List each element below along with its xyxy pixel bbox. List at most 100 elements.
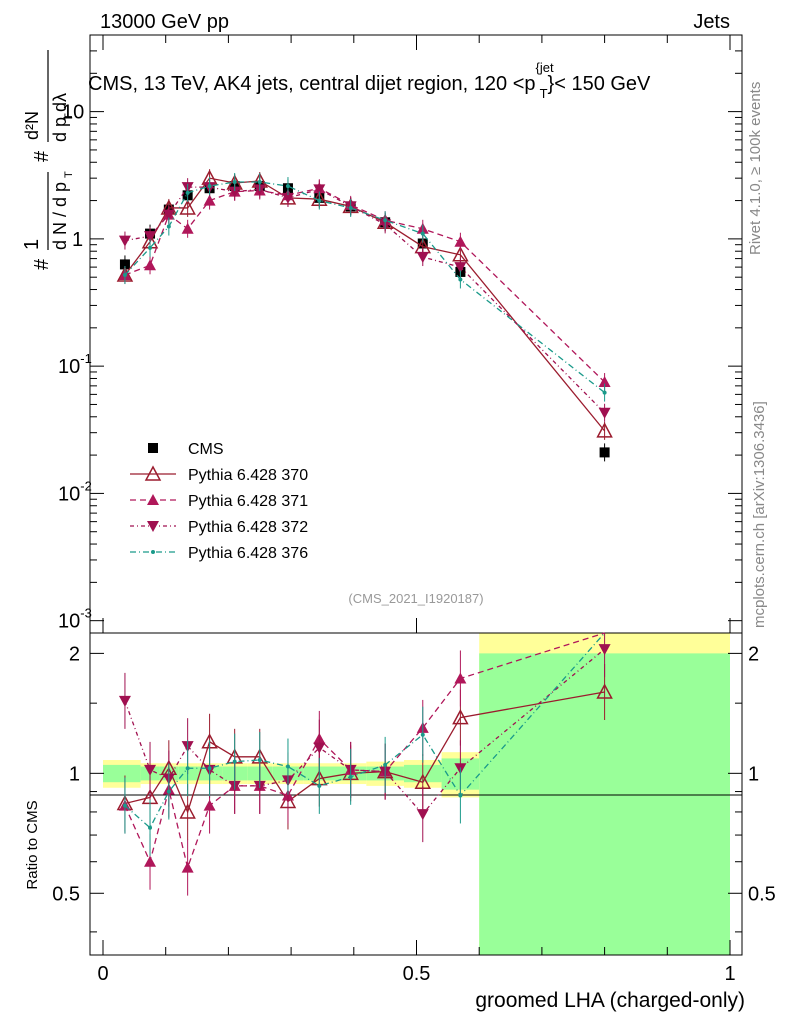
data-point-ratio	[179, 803, 196, 819]
x-tick-label: 0.5	[403, 963, 431, 985]
data-point-main	[166, 224, 171, 229]
title-main: CMS, 13 TeV, AK4 jets, central dijet reg…	[88, 73, 536, 95]
data-point-main	[420, 231, 425, 236]
plot-title: CMS, 13 TeV, AK4 jets, central dijet reg…	[88, 60, 651, 101]
data-point-main	[602, 390, 607, 395]
data-point-ratio	[313, 742, 326, 754]
series-line-ratio	[124, 632, 605, 870]
title-end: }< 150 GeV	[548, 73, 652, 95]
main-plot-frame	[89, 34, 743, 634]
legend-label: CMS	[188, 441, 224, 458]
series-0	[119, 177, 610, 462]
data-point-main	[348, 205, 353, 210]
data-point-ratio	[181, 861, 194, 873]
legend-label: Pythia 6.428 372	[188, 519, 308, 536]
axis-ticks: 10-3 10-2 10-1 1 10 0.5 0.5 1 1 2 2 0 0.5 1	[52, 34, 776, 985]
rivet-label: Rivet 4.1.0, ≥ 100k events	[747, 82, 764, 255]
uncertainty-bands	[103, 633, 730, 955]
series-line-ratio	[124, 632, 606, 829]
y-label-hash-2: #	[31, 150, 53, 162]
data-point-ratio	[596, 683, 613, 699]
data-point-ratio	[458, 793, 463, 798]
series-line-main	[124, 186, 606, 414]
data-point-ratio	[185, 766, 190, 771]
data-point-main	[207, 184, 212, 189]
legend-marker	[148, 443, 158, 453]
data-point-ratio	[166, 789, 171, 794]
main-y-tick-label: 10-3	[58, 606, 92, 633]
y-label-d2n: d²N	[22, 111, 42, 140]
data-point-main	[232, 179, 237, 184]
main-y-tick-label: 10-1	[58, 351, 92, 378]
mcplots-label: mcplots.cern.ch [arXiv:1306.3436]	[751, 401, 768, 628]
series-line-main	[124, 187, 606, 383]
y-label-sub-2: T	[63, 113, 75, 120]
data-point-ratio	[118, 695, 131, 707]
title-superscript: {jet	[536, 60, 554, 75]
data-point-main	[185, 190, 190, 195]
tick-exponent: -2	[80, 478, 92, 493]
ratio-y-tick-label-right: 2	[748, 643, 759, 665]
data-point-main	[458, 277, 463, 282]
data-point-ratio	[317, 783, 322, 788]
ratio-y-tick-label: 2	[69, 643, 80, 665]
data-point-main	[383, 218, 388, 223]
data-point-main	[454, 235, 467, 247]
legend-marker	[144, 465, 162, 481]
data-point-main	[144, 231, 157, 243]
category-label: Jets	[693, 11, 730, 33]
y-label-hash-1: #	[31, 258, 53, 270]
data-point-main	[317, 198, 322, 203]
data-point-ratio	[348, 774, 353, 779]
data-point-main	[148, 245, 153, 250]
data-point-main	[144, 259, 157, 271]
x-axis-label: groomed LHA (charged-only)	[475, 989, 745, 1012]
data-point-main	[203, 194, 216, 206]
data-point-ratio	[203, 799, 216, 811]
data-point-main	[599, 447, 610, 458]
data-point-main	[122, 273, 127, 278]
data-point-ratio	[144, 764, 157, 776]
ratio-y-axis-label: Ratio to CMS	[24, 800, 41, 889]
data-point-ratio	[416, 809, 429, 821]
legend-marker	[147, 521, 159, 532]
legend-label: Pythia 6.428 371	[188, 493, 308, 510]
data-series	[116, 169, 613, 896]
data-point-main	[119, 259, 130, 270]
data-point-main	[228, 186, 241, 198]
title-subscript: T	[540, 86, 548, 101]
data-point-main	[285, 184, 290, 189]
legend-label: Pythia 6.428 376	[188, 545, 308, 562]
energy-label: 13000 GeV pp	[100, 11, 229, 33]
data-point-ratio	[452, 709, 469, 725]
main-y-tick-label: 10	[62, 102, 84, 124]
data-point-ratio	[144, 855, 157, 867]
data-point-main	[596, 422, 613, 438]
data-point-main	[313, 184, 326, 196]
tick-exponent: -1	[80, 351, 92, 366]
data-point-ratio	[285, 764, 290, 769]
data-point-ratio	[454, 672, 467, 684]
main-y-tick-label: 1	[72, 229, 83, 251]
y-label-sub-1: T	[63, 171, 75, 178]
data-point-main	[118, 235, 131, 247]
tick-exponent: -3	[80, 606, 92, 621]
main-y-axis-label: # 1 d N / d p T # d²N d p dλ T	[21, 50, 75, 270]
ratio-y-tick-label-right: 1	[748, 763, 759, 785]
legend: CMS Pythia 6.428 370 Pythia 6.428 371 Pythi…	[130, 441, 308, 562]
x-tick-label: 1	[724, 963, 735, 985]
ratio-y-tick-label: 0.5	[52, 883, 80, 905]
data-point-ratio	[598, 644, 611, 656]
data-point-ratio	[383, 762, 388, 767]
data-point-main	[281, 192, 294, 204]
main-y-tick-label: 10-2	[58, 478, 92, 505]
data-point-ratio	[207, 766, 212, 771]
data-point-main	[162, 209, 175, 221]
y-label-one: 1	[21, 239, 43, 250]
data-point-main	[181, 222, 194, 234]
band-inner-bin	[103, 764, 141, 783]
legend-marker	[151, 550, 155, 554]
x-tick-label: 0	[97, 963, 108, 985]
data-point-main	[598, 407, 611, 419]
